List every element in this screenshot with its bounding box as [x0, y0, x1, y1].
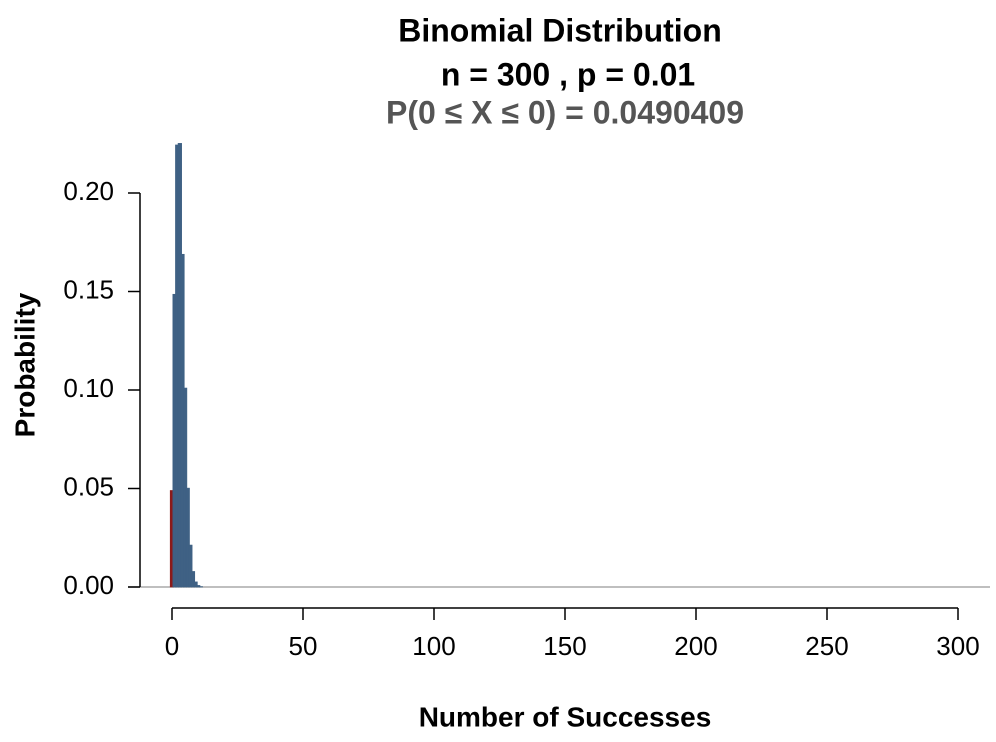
bar: [185, 487, 190, 588]
x-tick-label: 0: [165, 631, 179, 661]
x-tick-label: 150: [543, 631, 586, 661]
y-tick-label: 0.10: [63, 373, 114, 403]
y-tick-label: 0.05: [63, 471, 114, 501]
x-axis-title: Number of Successes: [419, 701, 712, 732]
x-tick-label: 300: [936, 631, 979, 661]
annotation: P(0 ≤ X ≤ 0) = 0.0490409: [386, 94, 744, 130]
bar: [188, 544, 193, 588]
bar: [183, 387, 188, 588]
x-tick-label: 50: [289, 631, 318, 661]
x-tick-label: 200: [674, 631, 717, 661]
y-tick-label: 0.15: [63, 274, 114, 304]
chart-subtitle: n = 300 , p = 0.01: [441, 56, 695, 92]
chart-title: Binomial Distribution: [398, 12, 722, 48]
y-tick-label: 0.00: [63, 570, 114, 600]
bar: [196, 585, 201, 588]
x-tick-label: 100: [412, 631, 455, 661]
y-tick-label: 0.20: [63, 176, 114, 206]
y-axis-title: Probability: [9, 292, 40, 437]
x-tick-label: 250: [805, 631, 848, 661]
bar: [190, 571, 196, 588]
bar: [193, 581, 198, 588]
